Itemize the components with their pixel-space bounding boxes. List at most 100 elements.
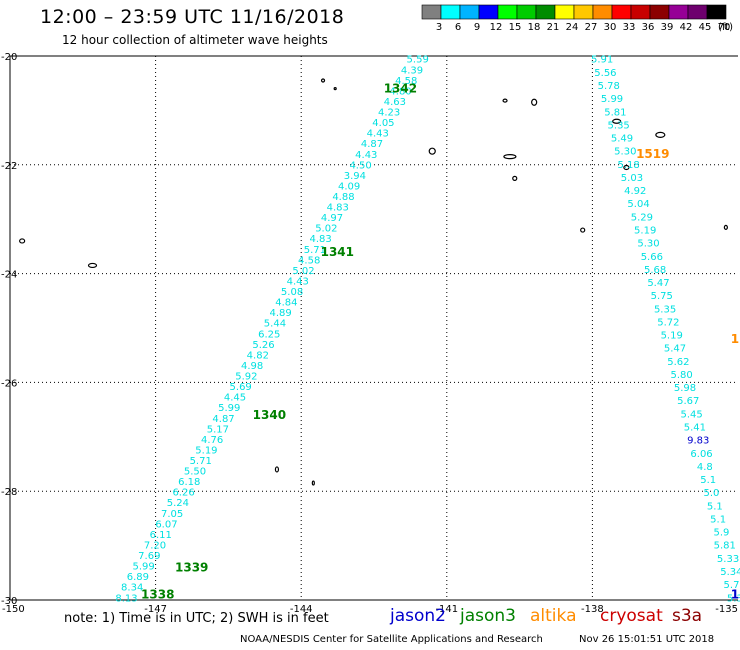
swh-value: 4.43 xyxy=(367,129,389,140)
lon-tick-label: -144 xyxy=(290,604,313,615)
swh-value: 4.87 xyxy=(361,139,383,150)
swh-value: 7.20 xyxy=(144,540,166,551)
legend-label: 21 xyxy=(547,22,560,33)
swh-value: 5.30 xyxy=(614,147,636,158)
swh-value: 5.80 xyxy=(671,370,693,381)
swh-value: 6.89 xyxy=(127,572,149,583)
legend-swatch xyxy=(687,4,708,20)
legend-label: 6 xyxy=(455,22,461,33)
swh-value: 4.98 xyxy=(241,361,263,372)
timestamp: Nov 26 15:01:51 UTC 2018 xyxy=(579,634,715,645)
island xyxy=(512,175,518,181)
graticule xyxy=(10,56,738,600)
swh-value: 5.41 xyxy=(684,423,706,434)
swh-value: 4.45 xyxy=(224,393,246,404)
swh-value: 7.05 xyxy=(161,509,183,520)
island xyxy=(531,98,538,106)
swh-value: 4.92 xyxy=(624,186,646,197)
swh-value: 5.33 xyxy=(717,554,739,565)
legend-swatch xyxy=(668,4,689,20)
swh-value: 5.17 xyxy=(207,424,229,435)
swh-value: 5.26 xyxy=(252,340,274,351)
swh-value: 5.98 xyxy=(674,383,696,394)
swh-value: 6.06 xyxy=(690,449,712,460)
swh-value: 5.31 xyxy=(727,593,740,604)
lon-tick-label: -138 xyxy=(581,604,604,615)
legend-label: 15 xyxy=(509,22,522,33)
swh-value: 5.03 xyxy=(621,173,643,184)
swh-value: 3.94 xyxy=(344,171,366,182)
swh-value: 5.81 xyxy=(604,107,626,118)
swh-value: 5.04 xyxy=(627,199,649,210)
swh-value: 5.68 xyxy=(644,265,666,276)
lat-tick-label: -30 xyxy=(1,596,17,607)
swh-value: 5.75 xyxy=(651,291,673,302)
swh-value: 8.13 xyxy=(115,593,137,604)
swh-value: 4.05 xyxy=(372,118,394,129)
swh-value: 5.78 xyxy=(598,81,620,92)
swh-value: 5.35 xyxy=(654,304,676,315)
swh-value: 5.67 xyxy=(677,396,699,407)
swh-value: 4.63 xyxy=(384,97,406,108)
swh-value: 4.23 xyxy=(378,108,400,119)
swh-value: 5.1 xyxy=(707,501,723,512)
island xyxy=(655,131,666,138)
legend-label: 3 xyxy=(436,22,442,33)
swh-value: 6.26 xyxy=(172,488,194,499)
island xyxy=(19,238,26,244)
legend-label: 39 xyxy=(661,22,674,33)
swh-value: 4.58 xyxy=(298,255,320,266)
satellite-jason2: jason2 xyxy=(390,606,446,626)
swh-value: 5.77 xyxy=(724,580,740,591)
swh-value: 5.92 xyxy=(235,372,257,383)
swh-value: 9.83 xyxy=(687,436,709,447)
island xyxy=(612,118,622,124)
swh-value: 5.02 xyxy=(292,266,314,277)
swh-value: 5.47 xyxy=(664,344,686,355)
legend-swatch xyxy=(573,4,594,20)
axis-ticks: -150 -147 -144 -141 -138 -135 -20 -22 -24 -26 -28 -… xyxy=(1,52,738,615)
satellite-jason3: jason3 xyxy=(460,606,516,626)
pass-number-label: 1 xyxy=(731,588,739,602)
lon-tick-label: -141 xyxy=(435,604,458,615)
swh-value: 5.1 xyxy=(710,514,726,525)
legend-swatch xyxy=(592,4,613,20)
legend-label: 12 xyxy=(490,22,503,33)
lon-tick-label: -135 xyxy=(715,604,738,615)
pass-number-label: 1339 xyxy=(175,560,208,574)
legend-label: 42 xyxy=(680,22,693,33)
swh-value: 4.09 xyxy=(338,181,360,192)
lat-tick-label: -28 xyxy=(1,487,17,498)
island xyxy=(320,78,326,83)
satellite-s3a: s3a xyxy=(672,606,703,626)
swh-value: 4.76 xyxy=(201,435,223,446)
island xyxy=(311,480,315,486)
legend-label: 27 xyxy=(585,22,598,33)
lat-tick-label: -22 xyxy=(1,161,17,172)
swh-value: 5.66 xyxy=(641,252,663,263)
legend-label: 9 xyxy=(474,22,480,33)
swh-value: 6.11 xyxy=(150,530,172,541)
swh-value: 5.49 xyxy=(611,134,633,145)
lon-tick-label: -147 xyxy=(144,604,167,615)
swh-value: 5.50 xyxy=(184,467,206,478)
swh-value: 4.83 xyxy=(327,203,349,214)
satellite-altika: altika xyxy=(530,606,577,626)
lon-tick-label: -150 xyxy=(2,604,25,615)
legend-swatch xyxy=(497,4,518,20)
swh-value: 4.43 xyxy=(287,276,309,287)
pass-number-label: 1342 xyxy=(384,82,417,96)
swh-value: 4.58 xyxy=(395,76,417,87)
swh-value: 6.07 xyxy=(155,519,177,530)
swh-value: 4.88 xyxy=(332,192,354,203)
swh-value: 5.44 xyxy=(264,319,286,330)
swh-value: 5.81 xyxy=(714,541,736,552)
legend-label: 70 xyxy=(718,22,731,33)
swh-value: 6.25 xyxy=(258,329,280,340)
swh-value: 8.34 xyxy=(121,583,143,594)
swh-value: 4.82 xyxy=(247,350,269,361)
island xyxy=(580,227,586,233)
legend-swatch xyxy=(516,4,537,20)
